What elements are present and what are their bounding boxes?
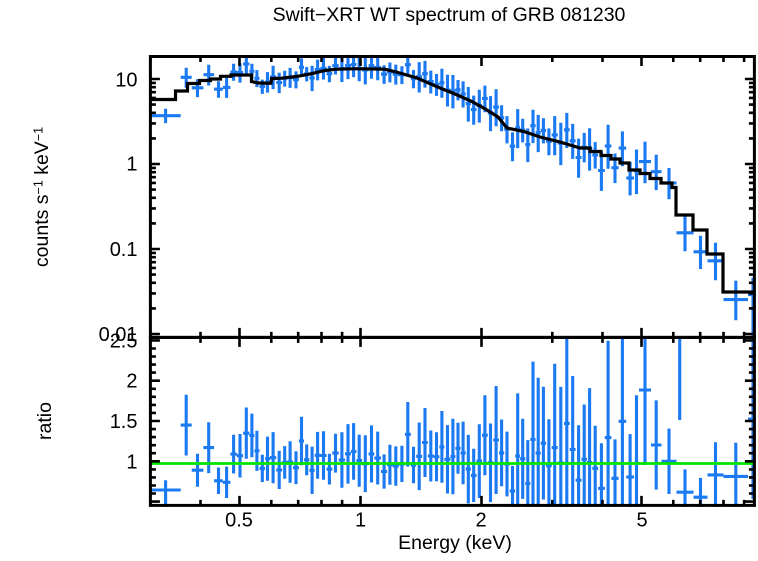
svg-text:1: 1 bbox=[355, 510, 366, 532]
svg-text:ratio: ratio bbox=[34, 402, 56, 440]
svg-text:Energy (keV): Energy (keV) bbox=[398, 532, 512, 554]
svg-text:1: 1 bbox=[126, 451, 137, 473]
svg-text:0.1: 0.1 bbox=[110, 239, 138, 261]
svg-text:0.5: 0.5 bbox=[225, 510, 253, 532]
svg-text:1: 1 bbox=[126, 154, 137, 176]
svg-text:2: 2 bbox=[126, 370, 137, 392]
svg-text:10: 10 bbox=[115, 70, 137, 92]
svg-text:0.01: 0.01 bbox=[99, 324, 138, 346]
svg-text:2.5: 2.5 bbox=[110, 330, 138, 352]
svg-text:counts s−1 keV−1: counts s−1 keV−1 bbox=[31, 127, 53, 267]
svg-text:2: 2 bbox=[475, 510, 486, 532]
svg-text:Swift−XRT WT spectrum of GRB 0: Swift−XRT WT spectrum of GRB 081230 bbox=[273, 4, 626, 26]
svg-text:1.5: 1.5 bbox=[110, 411, 138, 433]
svg-text:5: 5 bbox=[636, 510, 647, 532]
